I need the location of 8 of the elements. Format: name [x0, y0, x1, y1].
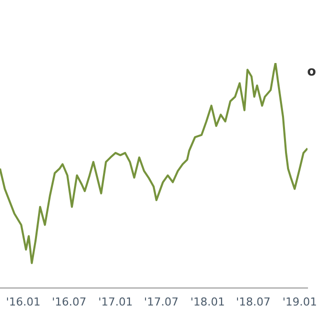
x-tick-label: '16.01 — [6, 295, 40, 308]
annotation: o — [307, 64, 316, 80]
x-tick-label: '16.07 — [52, 295, 86, 308]
x-tick-label: '18.07 — [236, 295, 271, 308]
x-tick-label: '17.01 — [98, 295, 133, 308]
x-tick-label: '17.07 — [144, 295, 178, 308]
x-tick-label: '18.01 — [190, 295, 225, 308]
x-tick-label: '19.01 — [282, 295, 317, 308]
